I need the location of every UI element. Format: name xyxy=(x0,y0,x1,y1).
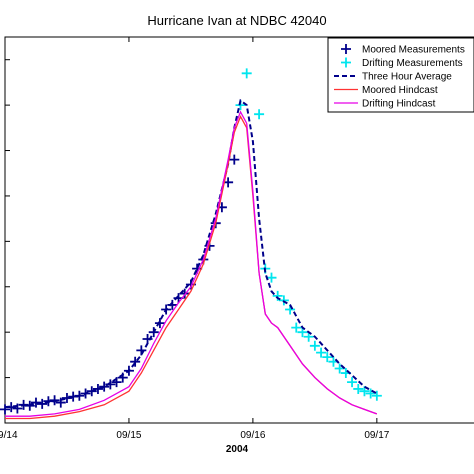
x-tick-label: 09/15 xyxy=(116,430,141,441)
legend-label: Moored Measurements xyxy=(362,45,465,56)
series-4-line xyxy=(5,110,378,417)
legend-swatch xyxy=(341,57,351,68)
series-0-point xyxy=(92,383,103,394)
x-tick-label: 09/14 xyxy=(0,430,18,441)
legend: Moored Measurements Drifting Measurements… xyxy=(327,37,474,113)
series-1-point xyxy=(334,363,345,374)
series-1-point xyxy=(353,383,364,394)
series-layer xyxy=(0,68,382,420)
series-0-point xyxy=(0,404,10,415)
x-axis-label: 2004 xyxy=(226,444,249,455)
series-1-point xyxy=(309,340,320,351)
series-1-point xyxy=(365,388,376,399)
legend-items: Moored Measurements Drifting Measurements… xyxy=(334,44,465,110)
series-1-point xyxy=(297,327,308,338)
series-1-point xyxy=(266,272,277,283)
series-1-point xyxy=(303,331,314,342)
x-tick-label: 09/17 xyxy=(364,430,389,441)
x-tick-label: 09/16 xyxy=(240,430,265,441)
series-1-point xyxy=(316,347,327,358)
legend-label: Drifting Measurements xyxy=(362,58,463,69)
legend-label: Drifting Hindcast xyxy=(362,99,436,110)
chart-title: Hurricane Ivan at NDBC 42040 xyxy=(147,13,326,28)
series-0-point xyxy=(154,318,165,329)
series-1-point xyxy=(359,386,370,397)
series-0-point xyxy=(130,356,141,367)
legend-label: Three Hour Average xyxy=(362,72,452,83)
legend-swatch xyxy=(341,44,351,54)
legend-label: Moored Hindcast xyxy=(362,85,438,96)
series-1-point xyxy=(371,390,382,401)
series-1-point xyxy=(254,109,265,120)
series-1-point xyxy=(291,322,302,333)
series-1-point xyxy=(347,377,358,388)
series-1-point xyxy=(241,68,252,79)
series-1-point xyxy=(322,352,333,363)
series-2-line xyxy=(4,98,378,409)
series-0-point xyxy=(99,381,110,392)
series-0-point xyxy=(229,154,240,165)
